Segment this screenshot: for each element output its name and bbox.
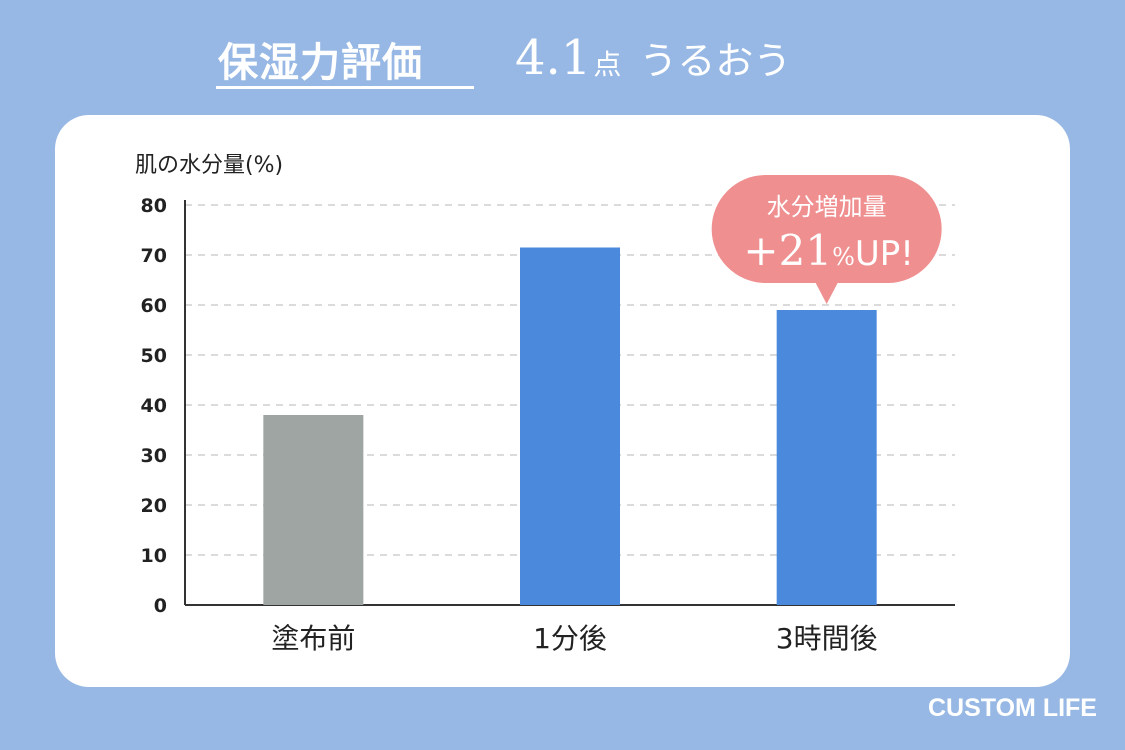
score: 4.1点 うるおう [515, 30, 791, 86]
bar-chart: 肌の水分量(%) 0 10 20 30 40 50 60 70 80 塗布前 1分後 3時間後 水分増加量… [135, 153, 955, 655]
title-underline [216, 86, 474, 89]
x-tick-label: 塗布前 [271, 622, 355, 655]
y-tick-label: 80 [141, 195, 167, 217]
bar [520, 247, 620, 605]
y-tick-label: 30 [141, 445, 167, 467]
annotation-pointer [814, 281, 839, 304]
y-tick-label: 0 [154, 595, 167, 617]
bar [776, 310, 877, 605]
score-value: 4.1 [515, 30, 592, 86]
page-title: 保湿力評価 [218, 40, 423, 86]
annotation-bubble [711, 175, 942, 283]
y-tick-label: 50 [141, 345, 167, 367]
header: 保湿力評価 4.1点 うるおう [0, 0, 1125, 110]
x-tick-label: 3時間後 [776, 622, 878, 655]
y-tick-label: 70 [141, 245, 167, 267]
y-tick-label: 40 [141, 395, 167, 417]
brand-logo: CUSTOM LIFE [928, 694, 1097, 722]
bar [263, 415, 364, 605]
chart-card: 肌の水分量(%) 0 10 20 30 40 50 60 70 80 塗布前 1分後 3時間後 水分増加量… [55, 115, 1070, 687]
x-tick-label: 1分後 [533, 622, 607, 655]
y-axis-label: 肌の水分量(%) [135, 153, 283, 178]
y-tick-label: 20 [141, 495, 167, 517]
annotation-line2: +21%UP! [743, 226, 913, 275]
y-tick-label: 10 [141, 545, 167, 567]
annotation-line1: 水分増加量 [767, 193, 887, 221]
y-tick-label: 60 [141, 295, 167, 317]
score-unit: 点 [593, 48, 622, 81]
score-text: うるおう [639, 39, 792, 83]
